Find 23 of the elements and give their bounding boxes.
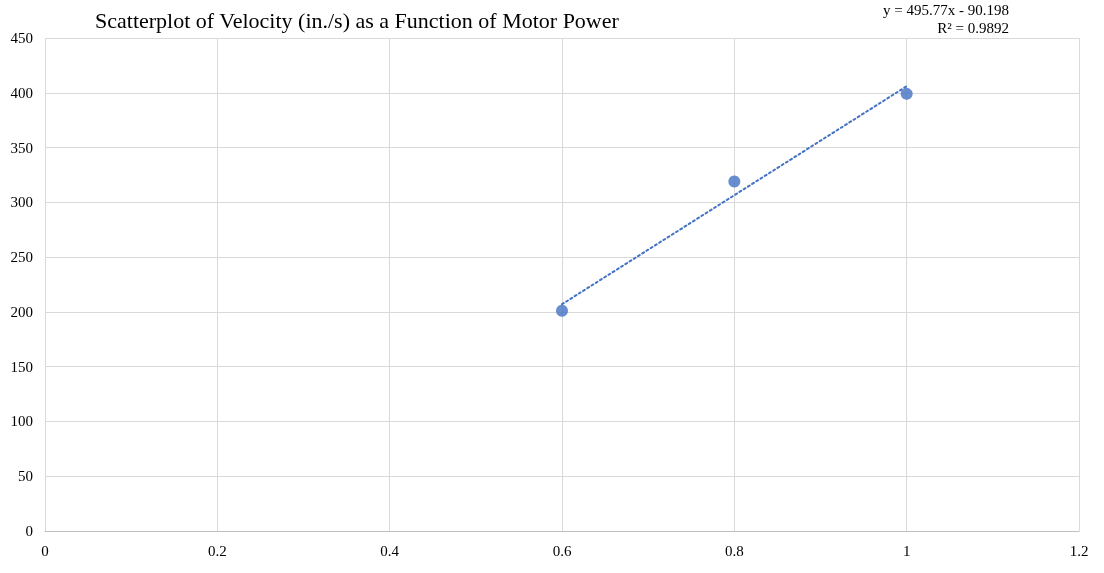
x-tick-label: 1 xyxy=(902,542,911,559)
y-tick-label: 300 xyxy=(10,194,33,211)
chart-title: Scatterplot of Velocity (in./s) as a Function of Motor Power xyxy=(95,7,620,33)
x-tick-label: 0.2 xyxy=(207,542,227,559)
x-tick-label: 1.2 xyxy=(1069,542,1089,559)
text: y = 495.77x - 90.198 xyxy=(883,1,1010,18)
point xyxy=(556,304,568,317)
y-tick-label: 350 xyxy=(10,139,33,156)
x-tick-label: 0.6 xyxy=(552,542,572,559)
y-tick-label: 250 xyxy=(10,249,33,266)
y-tick-label: 200 xyxy=(10,303,33,320)
y-tick-label: 0 xyxy=(25,523,33,539)
y-tick-label: 400 xyxy=(10,84,33,101)
y-tick-label: 100 xyxy=(10,413,33,430)
y-tick-label: 450 xyxy=(10,30,33,46)
x-tick-label: 0 xyxy=(41,542,49,559)
point xyxy=(728,175,741,188)
y-tick-label: 150 xyxy=(10,358,33,375)
point xyxy=(900,87,913,100)
y-tick-label: 50 xyxy=(18,468,33,485)
x-tick-label: 0.4 xyxy=(380,542,400,559)
x-tick-label: 0.8 xyxy=(724,542,744,559)
text: R² = 0.9892 xyxy=(937,19,1010,36)
